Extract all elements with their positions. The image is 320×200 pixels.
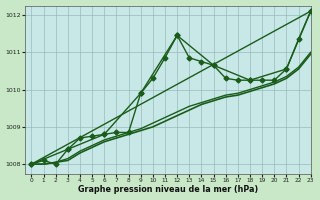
X-axis label: Graphe pression niveau de la mer (hPa): Graphe pression niveau de la mer (hPa) (78, 185, 258, 194)
